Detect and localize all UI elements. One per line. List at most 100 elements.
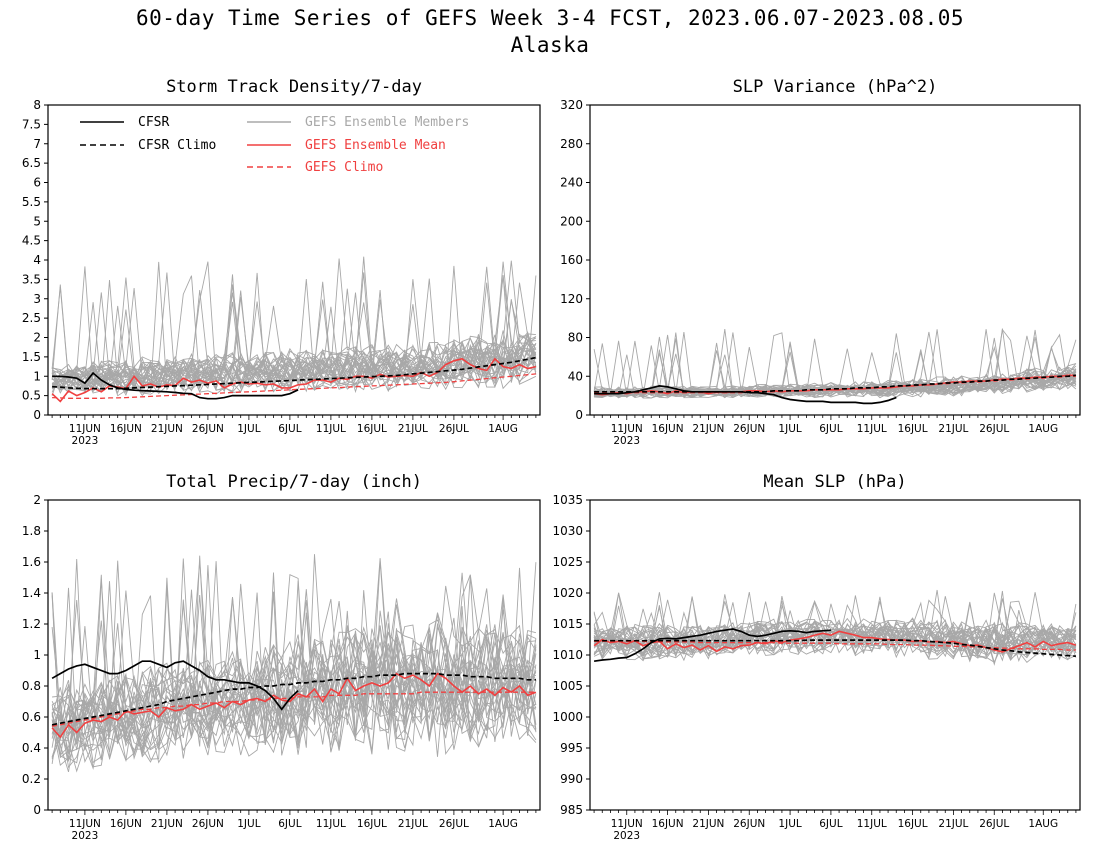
y-tick-label: 7	[33, 137, 41, 151]
y-tick-label: 1025	[552, 555, 583, 569]
y-tick-label: 7.5	[22, 117, 41, 131]
cfsr-climo-line	[594, 374, 1077, 393]
y-tick-label: 1020	[552, 586, 583, 600]
ensemble-mean-line	[51, 672, 537, 739]
y-tick-label: 320	[560, 98, 583, 112]
x-tick-label: 26JUL	[979, 818, 1009, 830]
y-tick-label: 0.2	[22, 772, 41, 786]
y-tick-label: 1.6	[22, 555, 41, 569]
x-tick-label: 16JUL	[357, 818, 387, 830]
y-tick-label: 200	[560, 214, 583, 228]
ensemble-member-line	[51, 577, 537, 764]
y-tick-label: 1.5	[22, 350, 41, 364]
y-tick-label: 1.4	[22, 586, 41, 600]
x-tick-label: 1AUG	[488, 423, 518, 435]
ensemble-member-line	[51, 586, 537, 773]
y-tick-label: 2	[33, 331, 41, 345]
cfsr-line	[52, 371, 299, 400]
x-tick-label: 6JUL	[819, 818, 842, 830]
chart-panel-1: Storm Track Density/7-day 0 0.5 1 1.5 2 2.5 3 3.…	[22, 77, 541, 447]
x-tick-label: 11JUN	[611, 423, 643, 435]
x-tick-label: 11JUL	[857, 818, 887, 830]
y-tick-label: 2	[33, 493, 41, 507]
ensemble-member-line	[51, 275, 537, 391]
ensemble-member-line	[51, 561, 537, 731]
y-tick-label: 160	[560, 253, 583, 267]
cfsr-line	[51, 660, 299, 711]
x-tick-label: 26JUL	[439, 818, 469, 830]
x-tick-label: 1JUL	[778, 818, 801, 830]
x-tick-label: 16JUN	[652, 818, 684, 830]
ensemble-member-line	[593, 600, 1077, 662]
cfsr-climo-line	[52, 356, 537, 390]
panel-title: Mean SLP (hPa)	[763, 472, 906, 492]
panel-title: SLP Variance (hPa^2)	[733, 77, 938, 97]
legend-cfsr-label: CFSR	[138, 115, 169, 130]
ensemble-member-line	[52, 256, 537, 384]
series-group	[593, 328, 1077, 405]
x-tick-label: 21JUN	[151, 423, 183, 435]
x-tick-label: 26JUN	[192, 818, 224, 830]
x-tick-label: 6JUL	[278, 818, 301, 830]
ensemble-mean-line	[51, 357, 537, 403]
x-tick-label: 16JUL	[898, 423, 928, 435]
y-tick-label: 1010	[552, 648, 583, 662]
x-tick-label: 16JUN	[110, 818, 142, 830]
y-tick-label: 40	[568, 369, 583, 383]
legend-ens-mean-label: GEFS Ensemble Mean	[305, 138, 446, 153]
y-tick-label: 0.8	[22, 679, 41, 693]
cfsr-line	[594, 385, 897, 405]
x-tick-label: 21JUN	[151, 818, 183, 830]
ensemble-member-line	[51, 567, 537, 761]
y-tick-label: 1.2	[22, 617, 41, 631]
figure-title: 60-day Time Series of GEFS Week 3-4 FCST…	[135, 6, 964, 30]
y-tick-label: 3	[33, 292, 41, 306]
x-year-label: 2023	[72, 435, 99, 447]
x-tick-label: 21JUL	[938, 423, 968, 435]
y-tick-label: 1	[33, 369, 41, 383]
ensemble-member-line	[51, 598, 537, 743]
ensemble-member-line	[51, 266, 537, 393]
chart-panel-4: Mean SLP (hPa) 985 990 995 1000 1005 1010 1015 1…	[552, 472, 1081, 842]
x-tick-label: 6JUL	[278, 423, 301, 435]
x-tick-label: 21JUN	[692, 423, 724, 435]
ensemble-member-line	[51, 572, 537, 739]
y-tick-label: 1005	[552, 679, 583, 693]
ensemble-member-line	[51, 333, 537, 393]
cfsr-climo-line	[51, 672, 536, 726]
x-tick-label: 1AUG	[1028, 423, 1058, 435]
ensemble-member-line	[51, 258, 537, 389]
y-tick-label: 280	[560, 137, 583, 151]
x-tick-label: 16JUL	[898, 818, 928, 830]
y-tick-label: 3.5	[22, 272, 41, 286]
y-tick-label: 995	[560, 741, 583, 755]
plot-frame	[589, 499, 1081, 811]
x-year-label: 2023	[613, 830, 640, 842]
ensemble-mean-line	[593, 630, 1077, 653]
x-tick-label: 26JUL	[979, 423, 1009, 435]
y-tick-label: 2.5	[22, 311, 41, 325]
x-year-label: 2023	[613, 435, 640, 447]
y-tick-label: 120	[560, 292, 583, 306]
y-tick-label: 4	[33, 253, 41, 267]
legend-members-label: GEFS Ensemble Members	[305, 115, 469, 130]
legend-cfsr-climo-label: CFSR Climo	[138, 138, 216, 153]
figure-subtitle: Alaska	[510, 33, 590, 57]
y-tick-label: 0	[575, 408, 583, 422]
x-year-label: 2023	[72, 830, 99, 842]
ensemble-member-line	[51, 587, 537, 737]
cfsr-climo-line	[594, 639, 1076, 658]
x-tick-label: 26JUN	[192, 423, 224, 435]
x-tick-label: 21JUL	[398, 818, 428, 830]
x-tick-label: 1AUG	[488, 818, 518, 830]
ensemble-member-line	[594, 337, 1077, 399]
y-tick-label: 0.5	[22, 389, 41, 403]
legend-gefs-climo-label: GEFS Climo	[305, 160, 383, 175]
series-group	[51, 554, 537, 773]
cfsr-line	[593, 628, 831, 663]
x-tick-label: 26JUL	[439, 423, 469, 435]
x-tick-label: 1JUL	[237, 818, 260, 830]
y-tick-label: 1030	[552, 524, 583, 538]
x-tick-label: 1JUL	[237, 423, 260, 435]
